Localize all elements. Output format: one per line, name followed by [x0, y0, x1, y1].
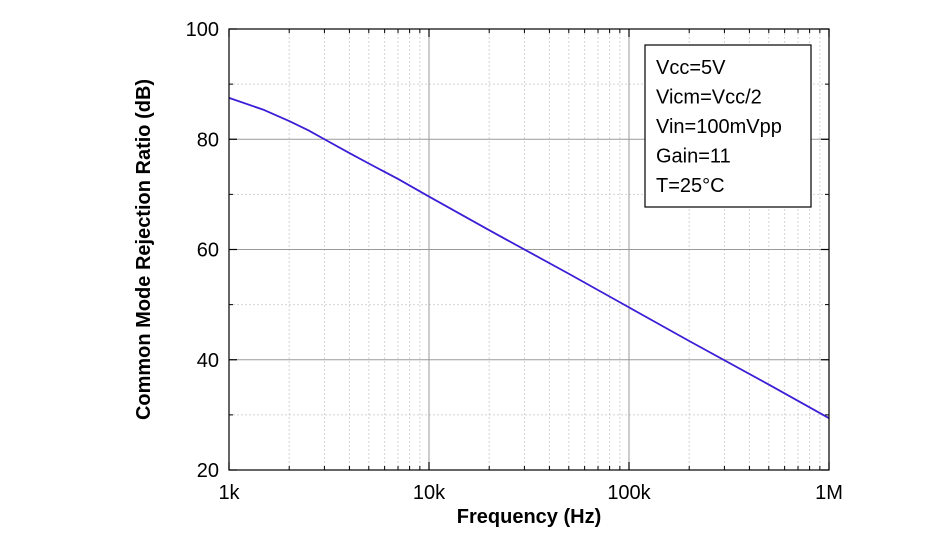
- cmrr-series-line: [228, 97, 830, 419]
- legend-line-vcc: Vcc=5V: [656, 57, 726, 79]
- x-tick-label: 1k: [218, 482, 240, 504]
- y-axis-title: Common Mode Rejection Ratio (dB): [133, 79, 155, 420]
- x-tick-label: 100k: [607, 482, 651, 504]
- axis-ticks: [228, 28, 830, 471]
- legend-line-vicm: Vicm=Vcc/2: [656, 87, 762, 109]
- tick-labels: 1k 10k 100k 1M 20 40 60 80 100: [186, 19, 843, 504]
- y-tick-label: 20: [197, 460, 219, 482]
- conditions-legend: Vcc=5V Vicm=Vcc/2 Vin=100mVpp Gain=11 T=…: [644, 44, 812, 208]
- x-tick-label: 1M: [815, 482, 843, 504]
- legend-line-temperature: T=25°C: [656, 175, 725, 197]
- x-tick-label: 10k: [413, 482, 446, 504]
- legend-line-vin: Vin=100mVpp: [656, 116, 782, 138]
- legend-line-gain: Gain=11: [656, 146, 731, 168]
- y-tick-label: 60: [197, 240, 219, 262]
- x-axis-title: Frequency (Hz): [457, 506, 601, 528]
- y-tick-label: 40: [197, 350, 219, 372]
- y-tick-label: 100: [186, 19, 219, 41]
- y-tick-label: 80: [197, 129, 219, 151]
- legend-box: [644, 44, 812, 208]
- series-layer: [228, 97, 830, 419]
